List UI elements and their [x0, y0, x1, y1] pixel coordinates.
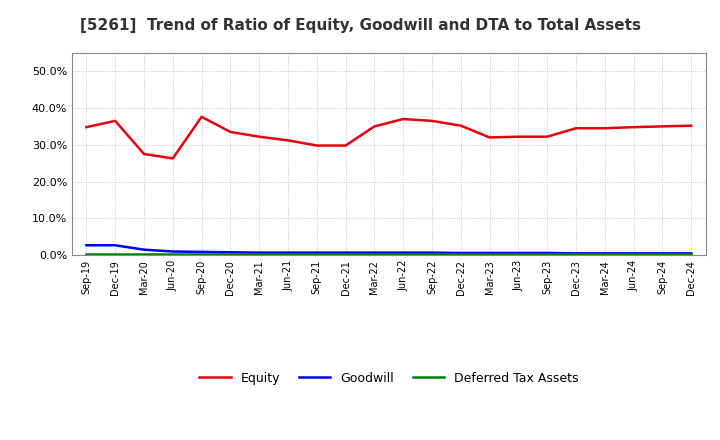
Deferred Tax Assets	[370, 252, 379, 257]
Line: Goodwill: Goodwill	[86, 245, 691, 253]
Goodwill	[428, 250, 436, 255]
Equity	[255, 134, 264, 139]
Deferred Tax Assets	[428, 252, 436, 257]
Deferred Tax Assets	[658, 252, 667, 257]
Legend: Equity, Goodwill, Deferred Tax Assets: Equity, Goodwill, Deferred Tax Assets	[194, 367, 583, 390]
Deferred Tax Assets	[82, 252, 91, 257]
Goodwill	[514, 250, 523, 256]
Goodwill	[197, 249, 206, 254]
Equity	[687, 123, 696, 128]
Deferred Tax Assets	[543, 252, 552, 257]
Equity	[284, 138, 292, 143]
Equity	[341, 143, 350, 148]
Goodwill	[312, 250, 321, 255]
Equity	[543, 134, 552, 139]
Deferred Tax Assets	[140, 252, 148, 257]
Deferred Tax Assets	[226, 252, 235, 257]
Equity	[658, 124, 667, 129]
Deferred Tax Assets	[485, 252, 494, 257]
Equity	[514, 134, 523, 139]
Deferred Tax Assets	[514, 252, 523, 257]
Deferred Tax Assets	[399, 252, 408, 257]
Goodwill	[485, 250, 494, 256]
Equity	[456, 123, 465, 128]
Text: [5261]  Trend of Ratio of Equity, Goodwill and DTA to Total Assets: [5261] Trend of Ratio of Equity, Goodwil…	[79, 18, 641, 33]
Deferred Tax Assets	[600, 252, 609, 257]
Equity	[370, 124, 379, 129]
Goodwill	[226, 249, 235, 255]
Goodwill	[370, 250, 379, 255]
Goodwill	[687, 251, 696, 256]
Equity	[572, 125, 580, 131]
Equity	[600, 125, 609, 131]
Goodwill	[600, 251, 609, 256]
Line: Equity: Equity	[86, 117, 691, 158]
Deferred Tax Assets	[629, 252, 638, 257]
Goodwill	[399, 250, 408, 255]
Equity	[168, 156, 177, 161]
Goodwill	[341, 250, 350, 255]
Deferred Tax Assets	[168, 252, 177, 257]
Goodwill	[658, 251, 667, 256]
Goodwill	[111, 242, 120, 248]
Deferred Tax Assets	[312, 252, 321, 257]
Deferred Tax Assets	[572, 252, 580, 257]
Equity	[140, 151, 148, 157]
Goodwill	[629, 251, 638, 256]
Deferred Tax Assets	[687, 252, 696, 257]
Goodwill	[543, 250, 552, 256]
Goodwill	[572, 251, 580, 256]
Equity	[312, 143, 321, 148]
Equity	[629, 125, 638, 130]
Deferred Tax Assets	[111, 252, 120, 257]
Goodwill	[140, 247, 148, 252]
Deferred Tax Assets	[341, 252, 350, 257]
Deferred Tax Assets	[255, 252, 264, 257]
Equity	[197, 114, 206, 120]
Equity	[428, 118, 436, 124]
Equity	[226, 129, 235, 135]
Goodwill	[456, 250, 465, 256]
Equity	[485, 135, 494, 140]
Goodwill	[82, 242, 91, 248]
Goodwill	[255, 250, 264, 255]
Equity	[111, 118, 120, 124]
Deferred Tax Assets	[197, 252, 206, 257]
Deferred Tax Assets	[284, 252, 292, 257]
Equity	[82, 125, 91, 130]
Goodwill	[284, 250, 292, 255]
Deferred Tax Assets	[456, 252, 465, 257]
Equity	[399, 117, 408, 122]
Goodwill	[168, 249, 177, 254]
